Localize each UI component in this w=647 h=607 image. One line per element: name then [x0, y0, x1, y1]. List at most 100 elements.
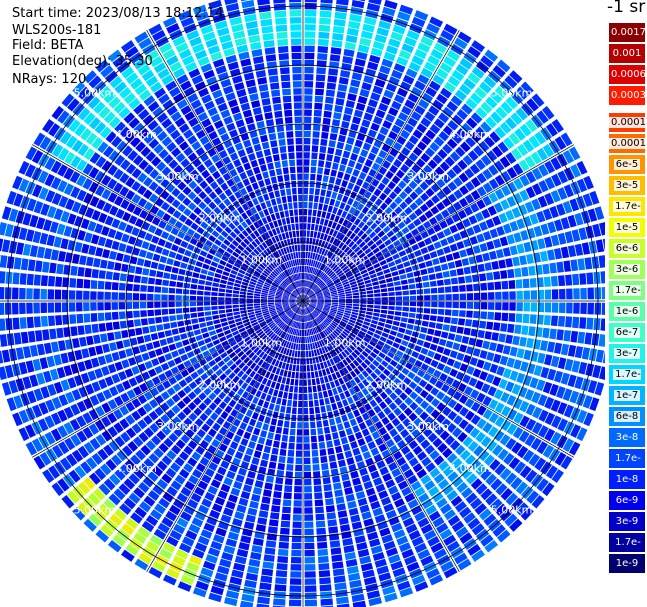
range-gate	[135, 374, 144, 384]
range-gate	[430, 387, 440, 396]
range-gate	[509, 245, 518, 256]
range-gate	[388, 130, 398, 141]
range-gate	[311, 350, 315, 357]
range-gate	[281, 513, 291, 521]
range-gate	[251, 261, 259, 268]
range-gate	[238, 497, 249, 507]
range-gate	[310, 296, 317, 299]
range-gate	[298, 301, 303, 306]
range-gate	[366, 266, 374, 272]
range-gate	[291, 305, 297, 310]
range-gate	[379, 65, 391, 75]
range-gate	[424, 383, 434, 392]
range-gate	[465, 410, 475, 421]
range-gate	[325, 212, 331, 220]
range-gate	[303, 308, 306, 315]
range-gate	[276, 267, 282, 273]
range-gate	[114, 154, 126, 166]
range-gate	[421, 498, 434, 510]
range-gate	[171, 267, 179, 274]
range-gate	[289, 428, 296, 436]
range-gate	[323, 292, 330, 296]
range-gate	[411, 574, 426, 586]
range-gate	[138, 552, 152, 565]
range-gate	[315, 307, 322, 312]
range-gate	[165, 409, 176, 419]
range-gate	[325, 190, 332, 198]
range-gate	[264, 371, 271, 379]
range-gate	[206, 275, 214, 282]
range-gate	[257, 517, 268, 525]
range-gate	[500, 488, 513, 501]
range-gate	[126, 274, 134, 283]
range-gate	[83, 112, 96, 125]
range-gate	[498, 212, 508, 224]
range-gate	[175, 439, 186, 450]
range-gate	[444, 435, 455, 446]
range-gate	[398, 211, 408, 220]
range-gate	[506, 234, 516, 245]
range-gate	[567, 245, 577, 258]
range-gate	[331, 221, 338, 229]
range-gate	[454, 259, 463, 268]
range-gate	[414, 105, 426, 116]
range-gate	[318, 271, 324, 278]
range-gate	[338, 301, 346, 303]
range-gate	[318, 225, 323, 232]
range-gate	[474, 380, 484, 391]
range-gate	[274, 360, 280, 367]
range-gate	[392, 368, 400, 377]
range-gate	[374, 368, 382, 376]
range-gate	[346, 457, 355, 466]
range-gate	[323, 110, 332, 118]
range-gate	[307, 379, 312, 386]
range-gate	[300, 315, 303, 322]
range-gate	[392, 567, 406, 578]
range-gate	[88, 167, 100, 179]
range-gate	[283, 307, 290, 311]
range-gate	[323, 276, 329, 282]
range-gate	[162, 316, 170, 323]
range-gate	[308, 306, 314, 311]
range-gate	[602, 350, 605, 364]
range-gate	[384, 396, 393, 406]
range-gate	[257, 367, 264, 375]
range-gate	[267, 299, 275, 301]
range-gate	[432, 336, 440, 344]
range-gate	[275, 304, 282, 307]
range-gate	[549, 383, 559, 397]
range-gate	[325, 227, 331, 235]
range-gate	[308, 259, 312, 266]
range-gate	[318, 203, 323, 211]
range-gate	[144, 232, 153, 242]
range-gate	[125, 292, 133, 300]
range-gate	[534, 131, 547, 145]
range-gate	[321, 211, 327, 219]
range-gate	[266, 278, 273, 283]
range-gate	[236, 379, 244, 387]
range-gate	[286, 356, 291, 364]
range-gate	[70, 155, 82, 168]
range-gate	[393, 216, 402, 225]
range-gate	[125, 427, 137, 439]
range-gate	[176, 281, 184, 288]
range-gate	[213, 277, 221, 283]
range-gate	[396, 535, 409, 546]
range-gate	[348, 130, 357, 139]
range-gate	[274, 484, 283, 492]
range-gate	[71, 201, 82, 213]
range-gate	[519, 465, 532, 479]
range-gate	[526, 338, 534, 349]
range-gate	[286, 310, 293, 315]
range-gate	[32, 184, 43, 198]
range-gate	[141, 520, 155, 533]
range-gate	[83, 148, 95, 161]
range-gate	[381, 360, 389, 368]
range-gate	[220, 352, 228, 359]
range-gate	[274, 268, 281, 275]
range-gate	[275, 298, 282, 300]
range-gate	[284, 384, 290, 392]
range-gate	[95, 156, 107, 168]
range-gate	[225, 308, 233, 313]
range-gate	[293, 290, 299, 296]
